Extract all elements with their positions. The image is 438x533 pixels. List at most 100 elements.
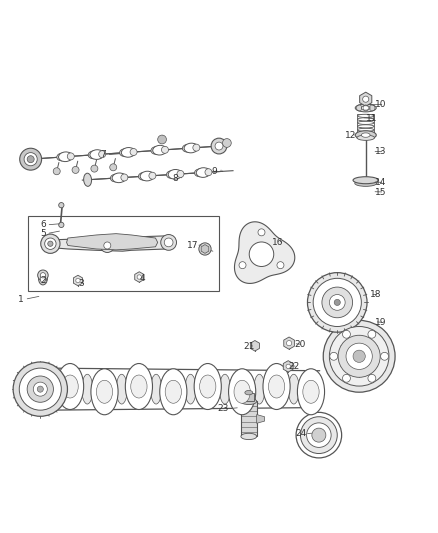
Ellipse shape (39, 273, 47, 285)
Text: 5: 5 (40, 229, 46, 238)
Circle shape (158, 135, 166, 144)
Circle shape (205, 169, 212, 176)
Text: 17: 17 (187, 241, 198, 250)
Ellipse shape (185, 374, 196, 404)
Text: 23: 23 (218, 405, 229, 414)
Ellipse shape (357, 135, 374, 140)
Ellipse shape (361, 106, 370, 110)
Circle shape (137, 275, 141, 279)
Ellipse shape (263, 364, 290, 409)
Ellipse shape (84, 173, 92, 187)
Circle shape (296, 413, 342, 458)
Text: 22: 22 (289, 362, 300, 371)
Polygon shape (257, 415, 265, 423)
Circle shape (130, 149, 137, 156)
Circle shape (323, 320, 395, 392)
Circle shape (368, 330, 376, 338)
Ellipse shape (361, 133, 370, 138)
Circle shape (193, 144, 200, 151)
Circle shape (239, 262, 246, 269)
Ellipse shape (168, 169, 182, 179)
Ellipse shape (40, 275, 46, 282)
Circle shape (199, 243, 211, 255)
Circle shape (343, 330, 350, 338)
Circle shape (177, 171, 184, 177)
Text: 2: 2 (40, 276, 46, 285)
Ellipse shape (353, 177, 378, 184)
Circle shape (33, 382, 47, 396)
Ellipse shape (131, 375, 147, 398)
Circle shape (334, 300, 340, 305)
Polygon shape (67, 233, 158, 250)
Text: 8: 8 (172, 174, 178, 183)
Text: 20: 20 (294, 340, 306, 349)
Circle shape (149, 172, 156, 179)
Ellipse shape (90, 150, 104, 159)
Ellipse shape (196, 168, 210, 177)
Ellipse shape (194, 364, 221, 409)
Ellipse shape (62, 375, 78, 398)
Circle shape (330, 352, 338, 360)
Circle shape (99, 151, 106, 158)
Text: 14: 14 (375, 178, 387, 187)
Polygon shape (284, 337, 294, 349)
Ellipse shape (355, 180, 377, 187)
Ellipse shape (110, 174, 121, 182)
Circle shape (24, 152, 37, 166)
Circle shape (162, 147, 169, 154)
Circle shape (338, 335, 380, 377)
Ellipse shape (268, 375, 285, 398)
Ellipse shape (303, 380, 319, 403)
Circle shape (343, 374, 350, 382)
Ellipse shape (254, 374, 265, 404)
Circle shape (286, 341, 292, 346)
Circle shape (76, 278, 80, 282)
Circle shape (346, 343, 372, 369)
Ellipse shape (194, 169, 205, 176)
Circle shape (100, 238, 114, 253)
Ellipse shape (121, 148, 135, 157)
Circle shape (223, 139, 231, 147)
Ellipse shape (125, 364, 152, 409)
Polygon shape (283, 361, 293, 372)
Ellipse shape (355, 104, 376, 112)
Circle shape (307, 423, 331, 447)
Ellipse shape (120, 149, 130, 157)
Circle shape (329, 295, 345, 310)
Text: 21: 21 (243, 342, 254, 351)
Ellipse shape (151, 374, 162, 404)
Circle shape (67, 153, 74, 160)
Ellipse shape (57, 364, 84, 409)
Circle shape (322, 287, 353, 318)
Text: 9: 9 (212, 166, 218, 175)
Circle shape (45, 238, 56, 249)
Circle shape (121, 174, 128, 181)
Ellipse shape (140, 171, 154, 181)
Circle shape (381, 352, 389, 360)
Ellipse shape (27, 152, 35, 166)
Ellipse shape (165, 380, 181, 403)
Ellipse shape (184, 143, 198, 153)
Bar (357, 114, 374, 132)
Text: 6: 6 (40, 220, 46, 229)
Polygon shape (201, 245, 209, 253)
Ellipse shape (138, 172, 149, 180)
Text: 4: 4 (140, 274, 145, 283)
Bar (241, 401, 257, 437)
Ellipse shape (229, 369, 256, 415)
Text: 13: 13 (375, 147, 387, 156)
Ellipse shape (151, 147, 162, 154)
Circle shape (215, 142, 223, 150)
Ellipse shape (112, 173, 126, 183)
Ellipse shape (357, 114, 374, 117)
Circle shape (41, 234, 60, 253)
Ellipse shape (116, 374, 127, 404)
Circle shape (20, 148, 42, 170)
Text: 1: 1 (18, 295, 24, 304)
Text: 7: 7 (100, 150, 106, 159)
Circle shape (27, 156, 34, 163)
Ellipse shape (355, 131, 376, 140)
Polygon shape (234, 222, 295, 284)
Circle shape (258, 229, 265, 236)
Ellipse shape (59, 152, 73, 161)
